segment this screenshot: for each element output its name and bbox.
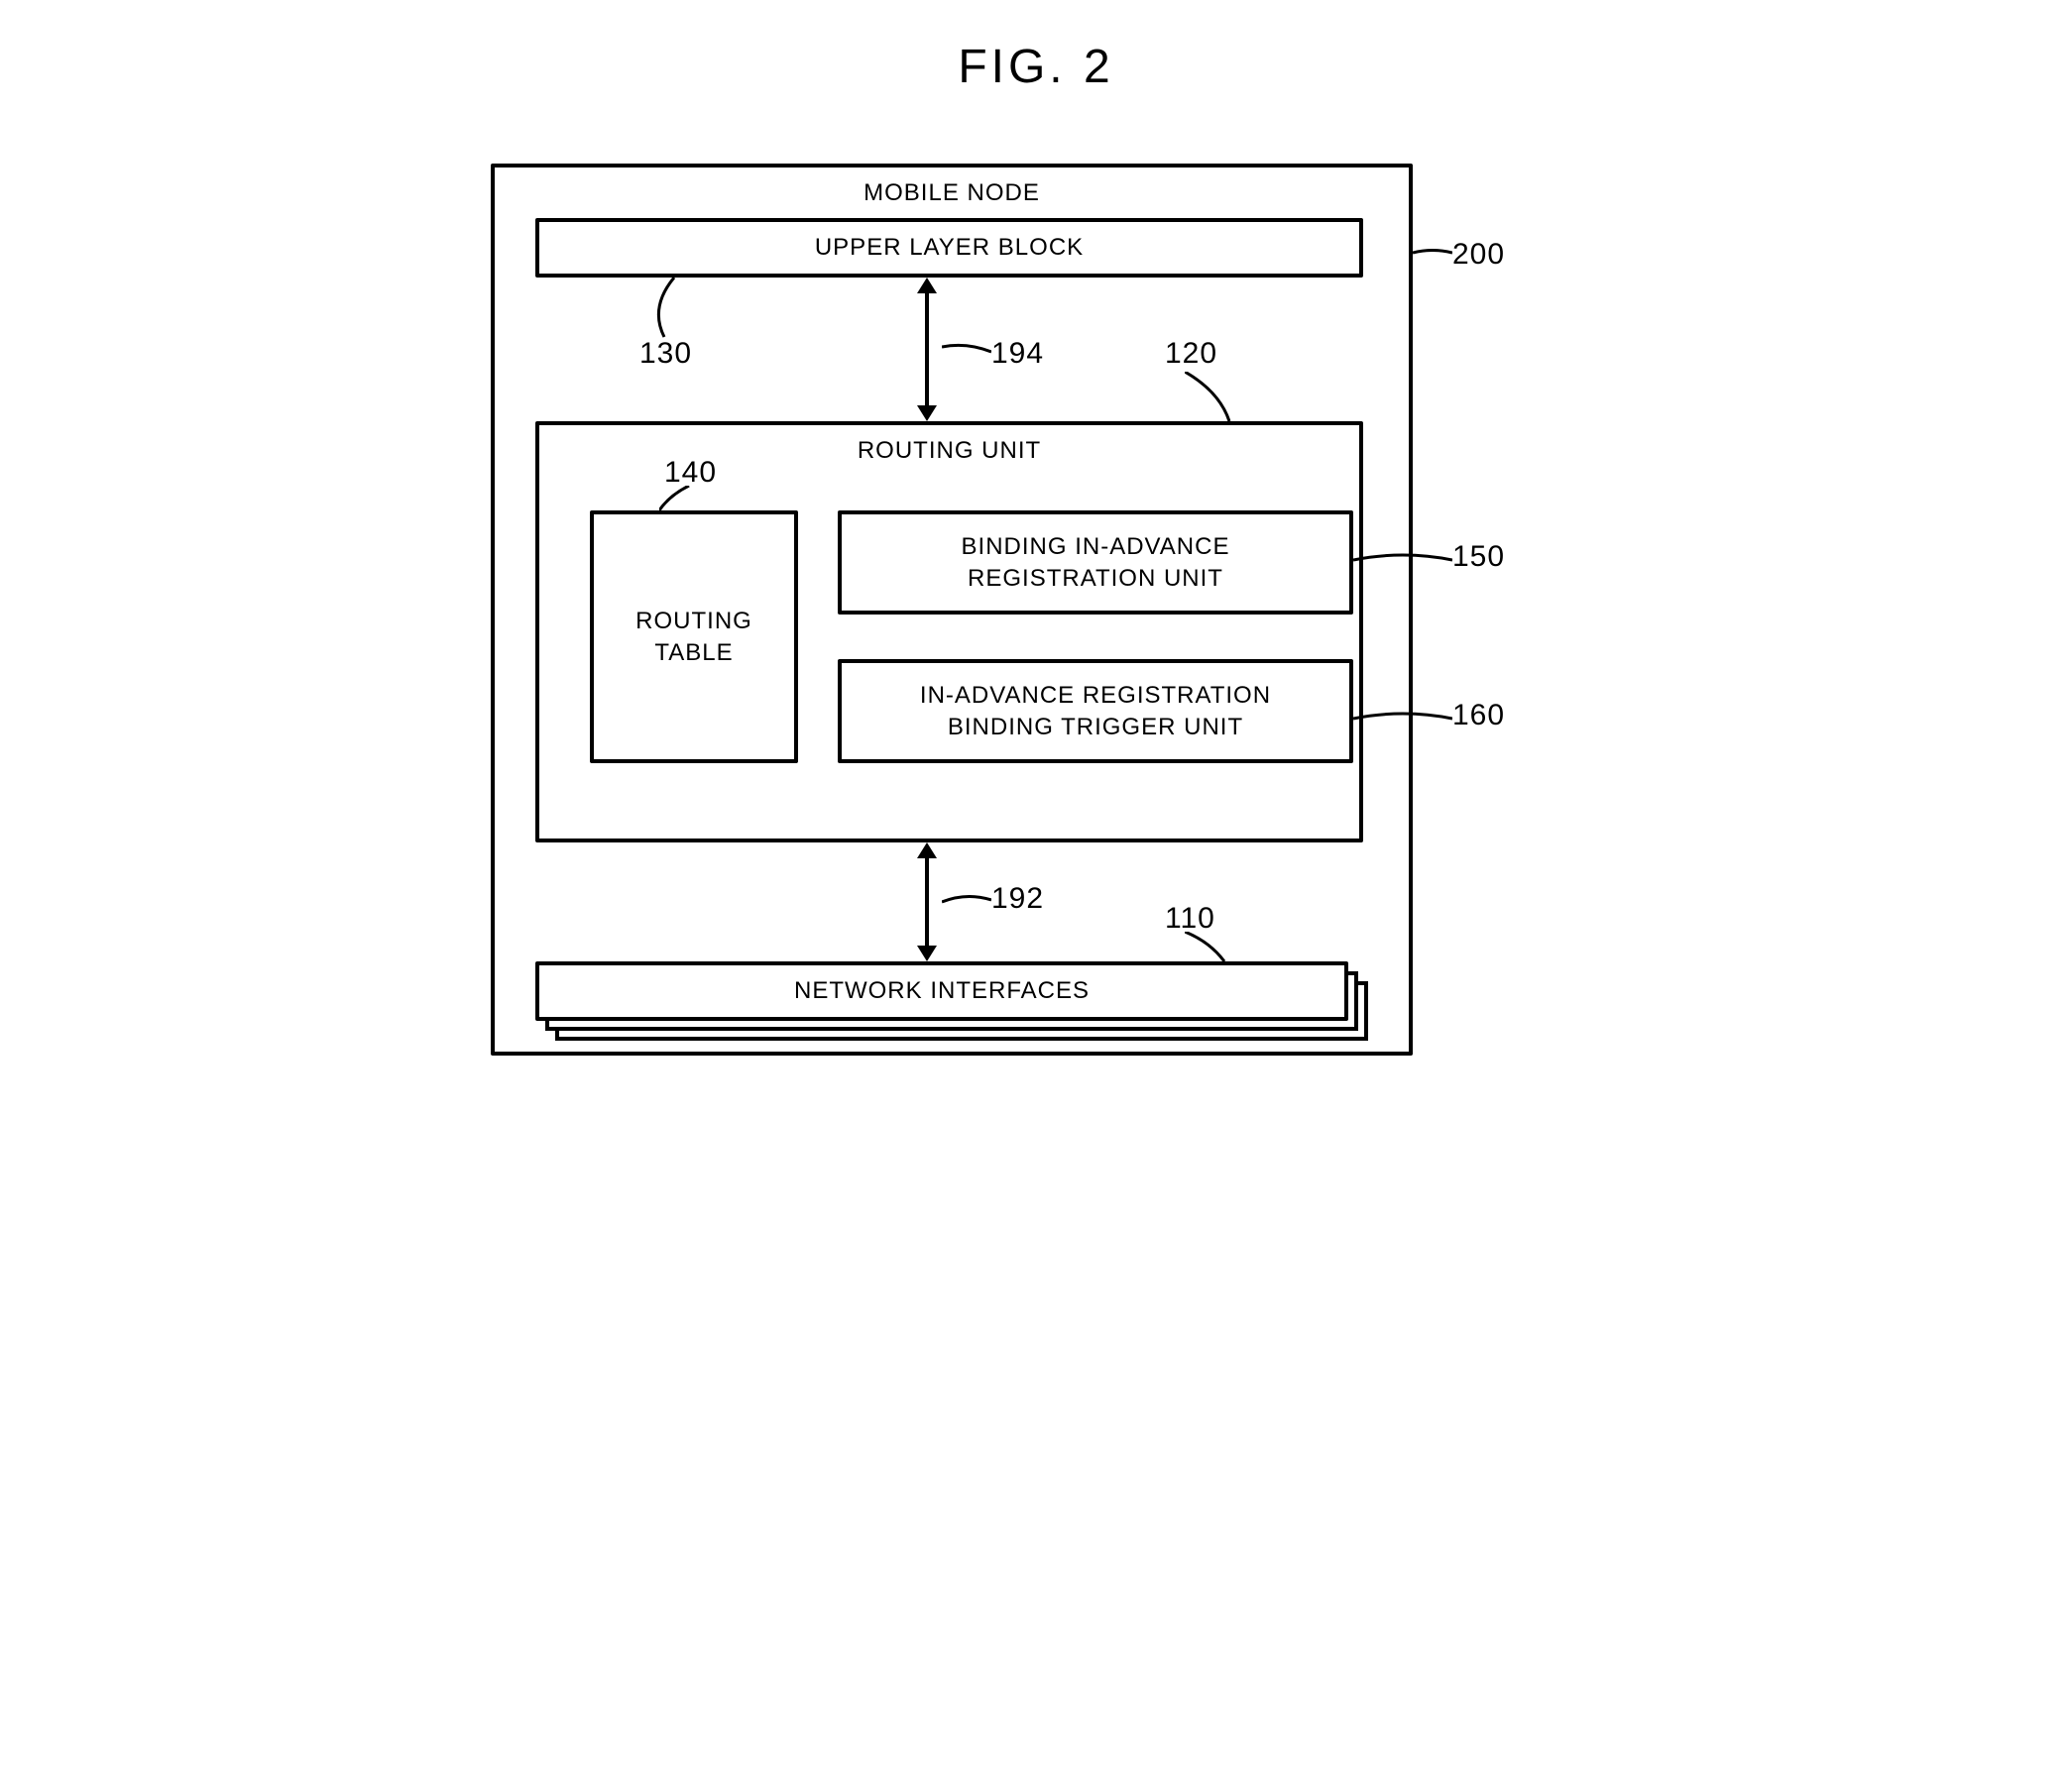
- leader-130: [644, 278, 704, 342]
- upper-layer-box: UPPER LAYER BLOCK: [535, 218, 1363, 278]
- mobile-node-label: MOBILE NODE: [863, 179, 1040, 207]
- ref-192: 192: [991, 882, 1044, 916]
- routing-table-box: ROUTINGTABLE: [590, 510, 798, 763]
- in-advance-reg-box: IN-ADVANCE REGISTRATIONBINDING TRIGGER U…: [838, 659, 1353, 763]
- ref-194: 194: [991, 337, 1044, 371]
- arrow-192: [912, 842, 942, 961]
- ref-140: 140: [664, 456, 717, 490]
- network-interfaces-label: NETWORK INTERFACES: [794, 977, 1090, 1005]
- ref-160: 160: [1452, 699, 1505, 732]
- leader-150: [1353, 550, 1452, 570]
- ref-130: 130: [639, 337, 692, 371]
- leader-192: [942, 892, 991, 912]
- ref-200: 200: [1452, 238, 1505, 272]
- leader-140: [659, 486, 699, 515]
- arrow-194: [912, 278, 942, 421]
- ref-150: 150: [1452, 540, 1505, 574]
- routing-table-label: ROUTINGTABLE: [635, 606, 752, 667]
- leader-194: [942, 342, 991, 362]
- ref-120: 120: [1165, 337, 1217, 371]
- network-interfaces-box: NETWORK INTERFACES: [535, 961, 1348, 1021]
- binding-in-advance-box: BINDING IN-ADVANCEREGISTRATION UNIT: [838, 510, 1353, 615]
- leader-160: [1353, 709, 1452, 728]
- figure-title: FIG. 2: [958, 40, 1113, 94]
- upper-layer-label: UPPER LAYER BLOCK: [815, 234, 1084, 262]
- leader-200: [1413, 243, 1452, 263]
- ref-110: 110: [1165, 902, 1215, 936]
- binding-in-advance-label: BINDING IN-ADVANCEREGISTRATION UNIT: [962, 531, 1230, 593]
- in-advance-reg-label: IN-ADVANCE REGISTRATIONBINDING TRIGGER U…: [920, 680, 1271, 741]
- leader-120: [1185, 372, 1244, 426]
- routing-unit-label: ROUTING UNIT: [858, 437, 1041, 465]
